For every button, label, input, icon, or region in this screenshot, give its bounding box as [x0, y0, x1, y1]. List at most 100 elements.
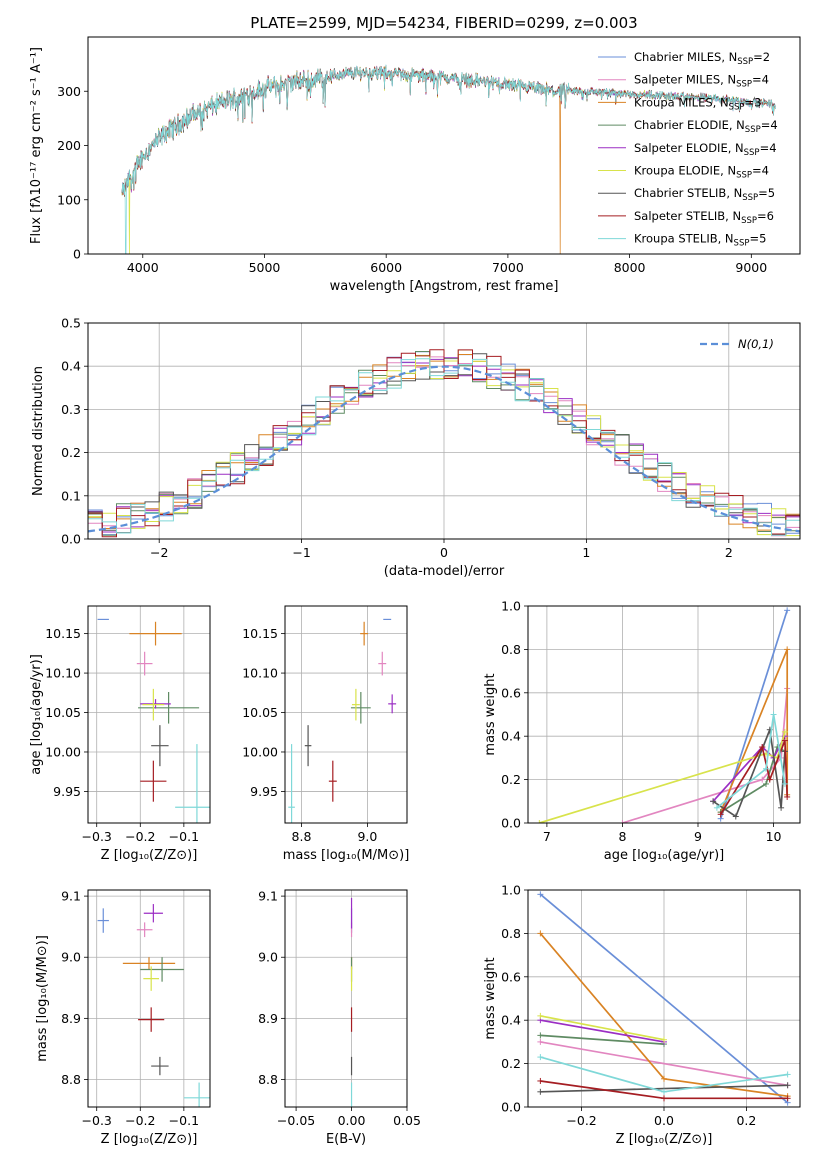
- x-axis-label: Z [log₁₀(Z/Z⊙)]: [101, 1132, 198, 1147]
- mass-vs-ebv-frame: [284, 889, 408, 1108]
- spectrum-plot-area: [121, 64, 776, 254]
- y-tick-label: 300: [57, 84, 81, 99]
- histogram-series: [88, 358, 800, 539]
- x-tick-label: 5000: [249, 260, 281, 275]
- series-marker: [537, 930, 544, 937]
- spectrum-legend: Chabrier MILES, NSSP=2 Salpeter MILES, NS…: [598, 50, 778, 249]
- errorbar-point: [378, 651, 387, 676]
- series-line: [540, 1019, 665, 1043]
- errorbar-point: [129, 621, 182, 646]
- y-tick-label: 10.15: [242, 626, 278, 641]
- x-tick-label: −0.1: [169, 1113, 199, 1128]
- x-tick-label: 9000: [735, 260, 767, 275]
- x-tick-label: 7000: [492, 260, 524, 275]
- weight-vs-Z-panel: −0.2 0.0 0.2 0.0 0.2 0.4 0.6 0.8 1.0 Z [log₁₀(Z/Z…: [483, 883, 801, 1147]
- y-tick-label: 9.0: [61, 950, 81, 965]
- legend-entry: Salpeter STELIB, NSSP=6: [634, 209, 774, 226]
- y-tick-label: 0.1: [61, 488, 81, 503]
- weight-vs-age-frame: [527, 605, 801, 824]
- series-marker: [784, 1095, 791, 1102]
- y-tick-label: 10.10: [242, 666, 278, 681]
- y-tick-label: 8.9: [61, 1011, 81, 1026]
- x-tick-label: −0.3: [82, 829, 112, 844]
- y-tick-label: 0.8: [501, 642, 521, 657]
- y-tick-label: 10.00: [45, 744, 81, 759]
- series-marker: [537, 1012, 544, 1019]
- errorbar-point: [360, 621, 369, 646]
- x-tick-label: 0.2: [736, 1113, 756, 1128]
- x-tick-label: −0.3: [82, 1113, 112, 1128]
- x-tick-label: 4000: [127, 260, 159, 275]
- x-tick-label: 9.0: [357, 829, 377, 844]
- age-vs-Z-frame: [87, 605, 211, 824]
- series-line: [719, 649, 789, 813]
- x-tick-label: −0.2: [566, 1113, 596, 1128]
- y-tick-label: 0.4: [501, 1013, 521, 1028]
- residual-hist-frame: [87, 322, 801, 540]
- series-marker: [781, 780, 788, 787]
- errorbar-point: [136, 922, 153, 938]
- y-tick-label: 0.3: [61, 402, 81, 417]
- age-vs-mass-frame: [284, 605, 408, 824]
- errorbar-point: [138, 692, 200, 724]
- y-tick-label: 0.2: [501, 1056, 521, 1071]
- x-tick-label: 0: [440, 545, 448, 560]
- errorbar-point: [97, 908, 109, 933]
- y-axis-label: mass weight: [483, 957, 498, 1039]
- errorbar-point: [183, 1082, 210, 1107]
- y-tick-label: 0: [73, 247, 81, 262]
- y-tick-label: 10.10: [45, 666, 81, 681]
- x-tick-label: −0.05: [277, 1113, 315, 1128]
- x-axis-label: age [log₁₀(age/yr)]: [604, 848, 725, 863]
- y-tick-label: 8.9: [258, 1011, 278, 1026]
- y-tick-label: 9.1: [258, 889, 278, 904]
- series-line: [540, 1034, 665, 1045]
- y-tick-label: 0.4: [61, 359, 81, 374]
- x-tick-label: −0.1: [169, 829, 199, 844]
- legend-entry: Salpeter ELODIE, NSSP=4: [634, 141, 777, 158]
- y-tick-label: 0.6: [501, 969, 521, 984]
- x-tick-label: 8: [618, 829, 626, 844]
- series-marker: [537, 1032, 544, 1039]
- series-marker: [537, 1054, 544, 1061]
- x-tick-label: 0.0: [654, 1113, 674, 1128]
- series-marker: [661, 1036, 667, 1043]
- errorbar-point: [350, 692, 371, 724]
- series-marker: [710, 798, 717, 805]
- spectrum-panel: 4000 5000 6000 7000 8000 9000 0 100 200 300 wavele…: [29, 36, 801, 294]
- series-marker: [781, 728, 788, 735]
- series-marker: [781, 737, 788, 744]
- series-marker: [766, 776, 773, 783]
- series-marker: [717, 811, 724, 818]
- series-marker: [661, 1095, 667, 1102]
- x-tick-label: 2: [725, 545, 733, 560]
- x-axis-label: E(B-V): [326, 1132, 366, 1147]
- x-tick-label: −0.2: [125, 1113, 155, 1128]
- series-line: [622, 688, 789, 823]
- y-tick-label: 9.95: [250, 784, 278, 799]
- x-tick-label: 6000: [370, 260, 402, 275]
- y-tick-label: 9.1: [61, 889, 81, 904]
- x-axis-label: Z [log₁₀(Z/Z⊙)]: [101, 848, 198, 863]
- y-tick-label: 8.8: [61, 1072, 81, 1087]
- y-tick-label: 10.00: [242, 744, 278, 759]
- series-marker: [784, 1071, 791, 1078]
- y-axis-label: age [log₁₀(age/yr)]: [29, 654, 44, 775]
- series-line: [540, 1015, 665, 1041]
- legend-entry: Chabrier ELODIE, NSSP=4: [634, 118, 778, 135]
- series-marker: [784, 793, 791, 800]
- y-axis-label: Flux [fλ10⁻¹⁷ erg cm⁻² s⁻¹ A⁻¹]: [29, 47, 44, 244]
- mass-vs-Z-plot-area: [97, 904, 210, 1107]
- y-tick-label: 0.8: [501, 926, 521, 941]
- residual-hist-panel: −2 −1 0 1 2 0.0 0.1 0.2 0.3 0.4 0.5 (data-model)/er…: [31, 316, 801, 579]
- series-line: [540, 1084, 788, 1093]
- mass-vs-Z-frame: [87, 889, 211, 1108]
- legend-entry: N(0,1): [738, 337, 774, 351]
- errorbar-point: [122, 957, 176, 970]
- series-marker: [759, 776, 766, 783]
- series-marker: [619, 820, 626, 823]
- y-tick-label: 0.0: [61, 532, 81, 547]
- spectrum-frame: [87, 36, 801, 255]
